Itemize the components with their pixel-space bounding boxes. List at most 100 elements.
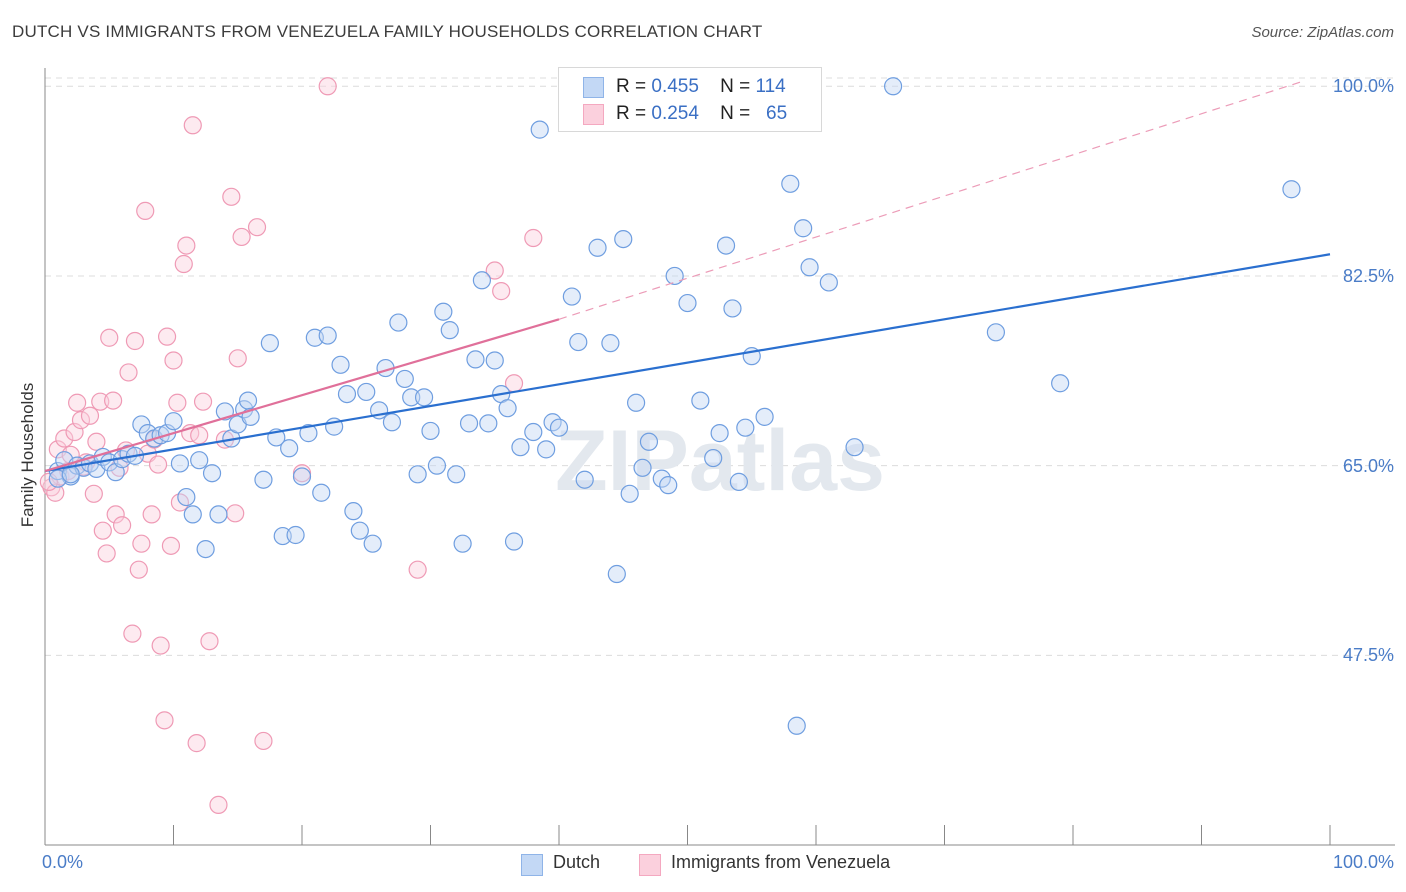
venezuela-point [112, 516, 132, 535]
source-label: Source: ZipAtlas.com [1251, 24, 1394, 41]
dutch-point [382, 413, 402, 432]
dutch-point [569, 332, 588, 352]
dutch-point [498, 399, 517, 418]
x-tick-label-min: 0.0% [42, 852, 84, 872]
dutch-point [781, 174, 800, 193]
dutch-point [588, 238, 607, 257]
dutch-point [716, 236, 736, 255]
dutch-point [209, 505, 228, 524]
dutch-point [350, 521, 369, 540]
dutch-point [427, 456, 447, 475]
venezuela-point [119, 363, 138, 382]
axes [44, 68, 1395, 846]
correlation-legend: R = 0.455 N = 114 R = 0.254 N = 65 [558, 67, 822, 132]
dutch-point [524, 422, 543, 442]
dutch-point [260, 334, 279, 353]
y-tick-label: 82.5% [1342, 265, 1394, 286]
dutch-point [736, 418, 755, 437]
venezuela-point [177, 236, 196, 255]
dutch-point [511, 438, 530, 457]
dutch-point [479, 414, 498, 433]
dutch-point [202, 464, 222, 483]
dutch-point [1051, 374, 1070, 393]
venezuela-points [39, 77, 543, 814]
venezuela-point [84, 484, 103, 503]
venezuela-point [87, 432, 106, 451]
venezuela-point [524, 228, 543, 248]
venezuela-point [91, 392, 110, 411]
y-tick-label: 47.5% [1342, 645, 1394, 666]
dutch-point [723, 299, 742, 318]
dutch-point [292, 467, 312, 486]
dutch-point [238, 391, 258, 410]
n-value: 114 [755, 76, 786, 97]
dutch-point [710, 424, 729, 443]
venezuela-point [164, 351, 183, 370]
venezuela-point [106, 505, 125, 524]
dutch-point [530, 120, 549, 139]
r-label: R = [616, 103, 647, 124]
dutch-point [678, 293, 697, 313]
venezuela-point [125, 331, 145, 351]
dutch-point [485, 351, 504, 370]
venezuela-point [46, 483, 65, 502]
dutch-point [331, 355, 350, 374]
dutch-point [344, 502, 363, 521]
dutch-point [453, 534, 472, 553]
venezuela-point [226, 504, 245, 523]
venezuela-point [485, 261, 504, 280]
dutch-point [633, 458, 652, 477]
dutch-swatch [583, 77, 604, 98]
trend-lines [44, 80, 1331, 473]
x-tick-label-max: 100.0% [1332, 852, 1394, 872]
dutch-point [408, 465, 427, 484]
dutch-point [357, 382, 376, 402]
dutch-point [363, 534, 382, 553]
dutch-point [755, 407, 774, 426]
dutch-point [639, 432, 659, 451]
venezuela-point [123, 624, 142, 643]
dutch-point [280, 439, 299, 458]
venezuela-point [200, 632, 219, 651]
r-value: 0.254 [651, 103, 699, 124]
dutch-point [273, 526, 292, 546]
dutch-point [800, 258, 819, 277]
venezuela-point [187, 734, 206, 753]
n-value: 65 [766, 103, 788, 124]
dutch-point [1282, 180, 1301, 199]
venezuela-point [190, 426, 209, 445]
legend-label: Dutch [553, 852, 601, 872]
dutch-point [601, 334, 620, 353]
venezuela-point [132, 534, 151, 553]
dutch-point [794, 219, 813, 238]
venezuela-point [168, 393, 187, 412]
venezuela-point [104, 391, 123, 410]
y-tick-label: 100.0% [1332, 76, 1394, 97]
legend-label: Immigrants from Venezuela [671, 852, 891, 872]
venezuela-point [174, 254, 193, 274]
dutch-point [665, 266, 684, 286]
venezuela-point [80, 406, 100, 425]
venezuela-point [157, 327, 177, 346]
dutch-point [286, 525, 305, 545]
dutch-point [691, 391, 710, 410]
dutch-point [652, 469, 671, 488]
dutch-point [575, 470, 594, 489]
dutch-point [704, 448, 723, 468]
dutch-point [537, 440, 556, 459]
chart-title: DUTCH VS IMMIGRANTS FROM VENEZUELA FAMIL… [12, 22, 763, 41]
dutch-point [466, 350, 485, 369]
dutch-point [504, 532, 524, 551]
dutch-point [337, 384, 357, 404]
dutch-point [196, 539, 215, 559]
dutch-point [177, 487, 196, 507]
venezuela-point [71, 411, 91, 430]
venezuela-point [492, 282, 511, 301]
dutch-point [299, 424, 318, 443]
venezuela-point [222, 187, 241, 206]
dutch-point [626, 393, 646, 412]
venezuela-point [228, 349, 247, 368]
dutch-point [986, 323, 1006, 342]
venezuela-swatch [583, 104, 604, 125]
dutch-point [845, 438, 864, 457]
